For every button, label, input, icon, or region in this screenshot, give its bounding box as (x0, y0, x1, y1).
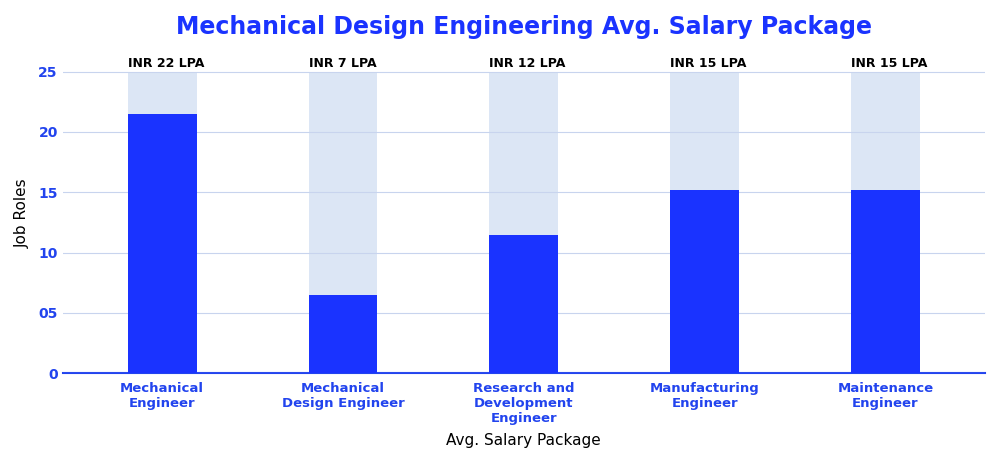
Bar (670, 190, 739, 373)
Text: INR 15 LPA: INR 15 LPA (851, 57, 928, 70)
Text: INR 15 LPA: INR 15 LPA (670, 57, 747, 70)
X-axis label: Avg. Salary Package: Avg. Salary Package (446, 433, 601, 448)
Text: INR 7 LPA: INR 7 LPA (309, 57, 376, 70)
Y-axis label: Job Roles: Job Roles (15, 179, 30, 248)
Bar (309, 72, 377, 373)
Bar (670, 72, 739, 373)
Title: Mechanical Design Engineering Avg. Salary Package: Mechanical Design Engineering Avg. Salar… (176, 15, 872, 39)
Bar (309, 295, 377, 373)
Bar (489, 235, 558, 373)
Text: INR 12 LPA: INR 12 LPA (489, 57, 566, 70)
Bar (851, 72, 920, 373)
Bar (128, 72, 197, 373)
Bar (128, 114, 197, 373)
Bar (489, 72, 558, 373)
Text: INR 22 LPA: INR 22 LPA (128, 57, 204, 70)
Bar (851, 190, 920, 373)
